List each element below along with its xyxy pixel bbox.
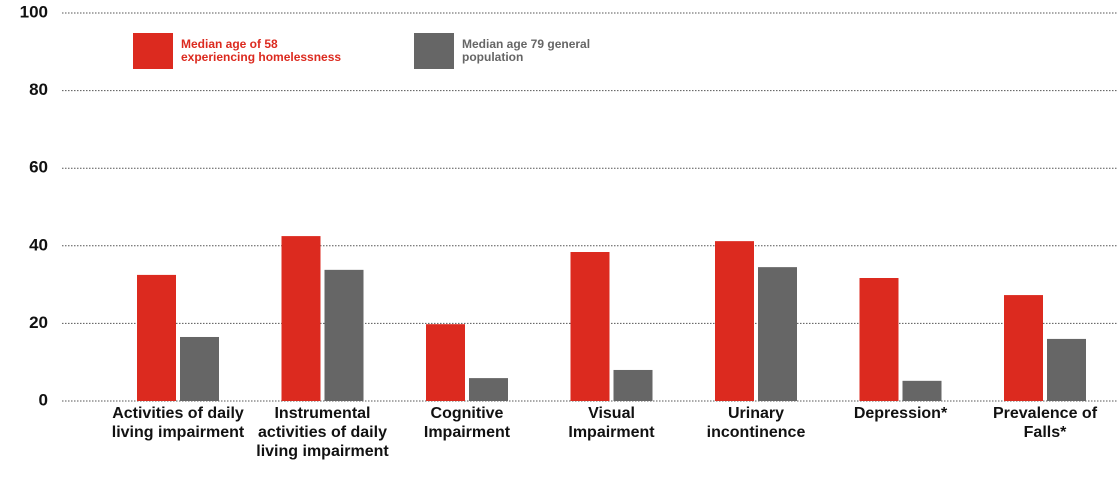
y-tick-label: 60 bbox=[29, 158, 48, 177]
bar bbox=[902, 380, 942, 401]
y-tick-label: 40 bbox=[29, 235, 48, 254]
bar bbox=[570, 252, 610, 401]
bar bbox=[180, 336, 219, 401]
bar bbox=[613, 369, 653, 401]
bar bbox=[758, 267, 797, 401]
bar bbox=[281, 236, 321, 401]
legend-swatch bbox=[414, 33, 454, 69]
y-tick-label: 20 bbox=[29, 313, 48, 332]
x-tick-label: Activities of daily living impairment bbox=[111, 405, 245, 441]
y-tick-label: 80 bbox=[29, 80, 48, 99]
y-tick-label: 100 bbox=[20, 2, 48, 21]
bar bbox=[137, 274, 176, 401]
x-tick-label: Instrumental activities of daily living … bbox=[256, 405, 389, 460]
legend-label: Median age of 58 experiencing homelessne… bbox=[181, 37, 342, 64]
legend-label: Median age 79 general population bbox=[462, 37, 591, 64]
legend-swatch bbox=[133, 33, 173, 69]
x-tick-label: Visual Impairment bbox=[568, 405, 655, 441]
x-tick-label: Prevalence of Falls* bbox=[992, 405, 1098, 441]
y-tick-label: 0 bbox=[39, 390, 48, 409]
bar bbox=[426, 324, 465, 401]
bar bbox=[1004, 295, 1043, 401]
x-tick-label: Depression* bbox=[853, 405, 948, 422]
bar bbox=[1047, 338, 1086, 401]
bar bbox=[715, 241, 754, 401]
x-tick-label: Cognitive Impairment bbox=[423, 405, 511, 441]
x-tick-label: Urinary incontinence bbox=[706, 405, 806, 441]
bar bbox=[859, 278, 899, 401]
bar bbox=[324, 269, 364, 401]
bar bbox=[469, 378, 508, 401]
